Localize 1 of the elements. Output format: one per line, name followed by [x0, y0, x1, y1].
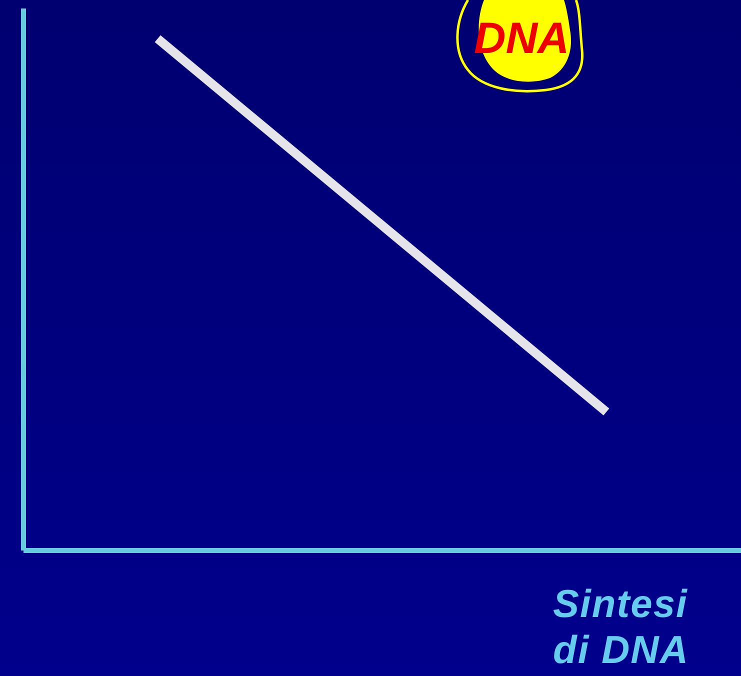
- x-axis-title: Sintesi di DNA: [553, 582, 690, 674]
